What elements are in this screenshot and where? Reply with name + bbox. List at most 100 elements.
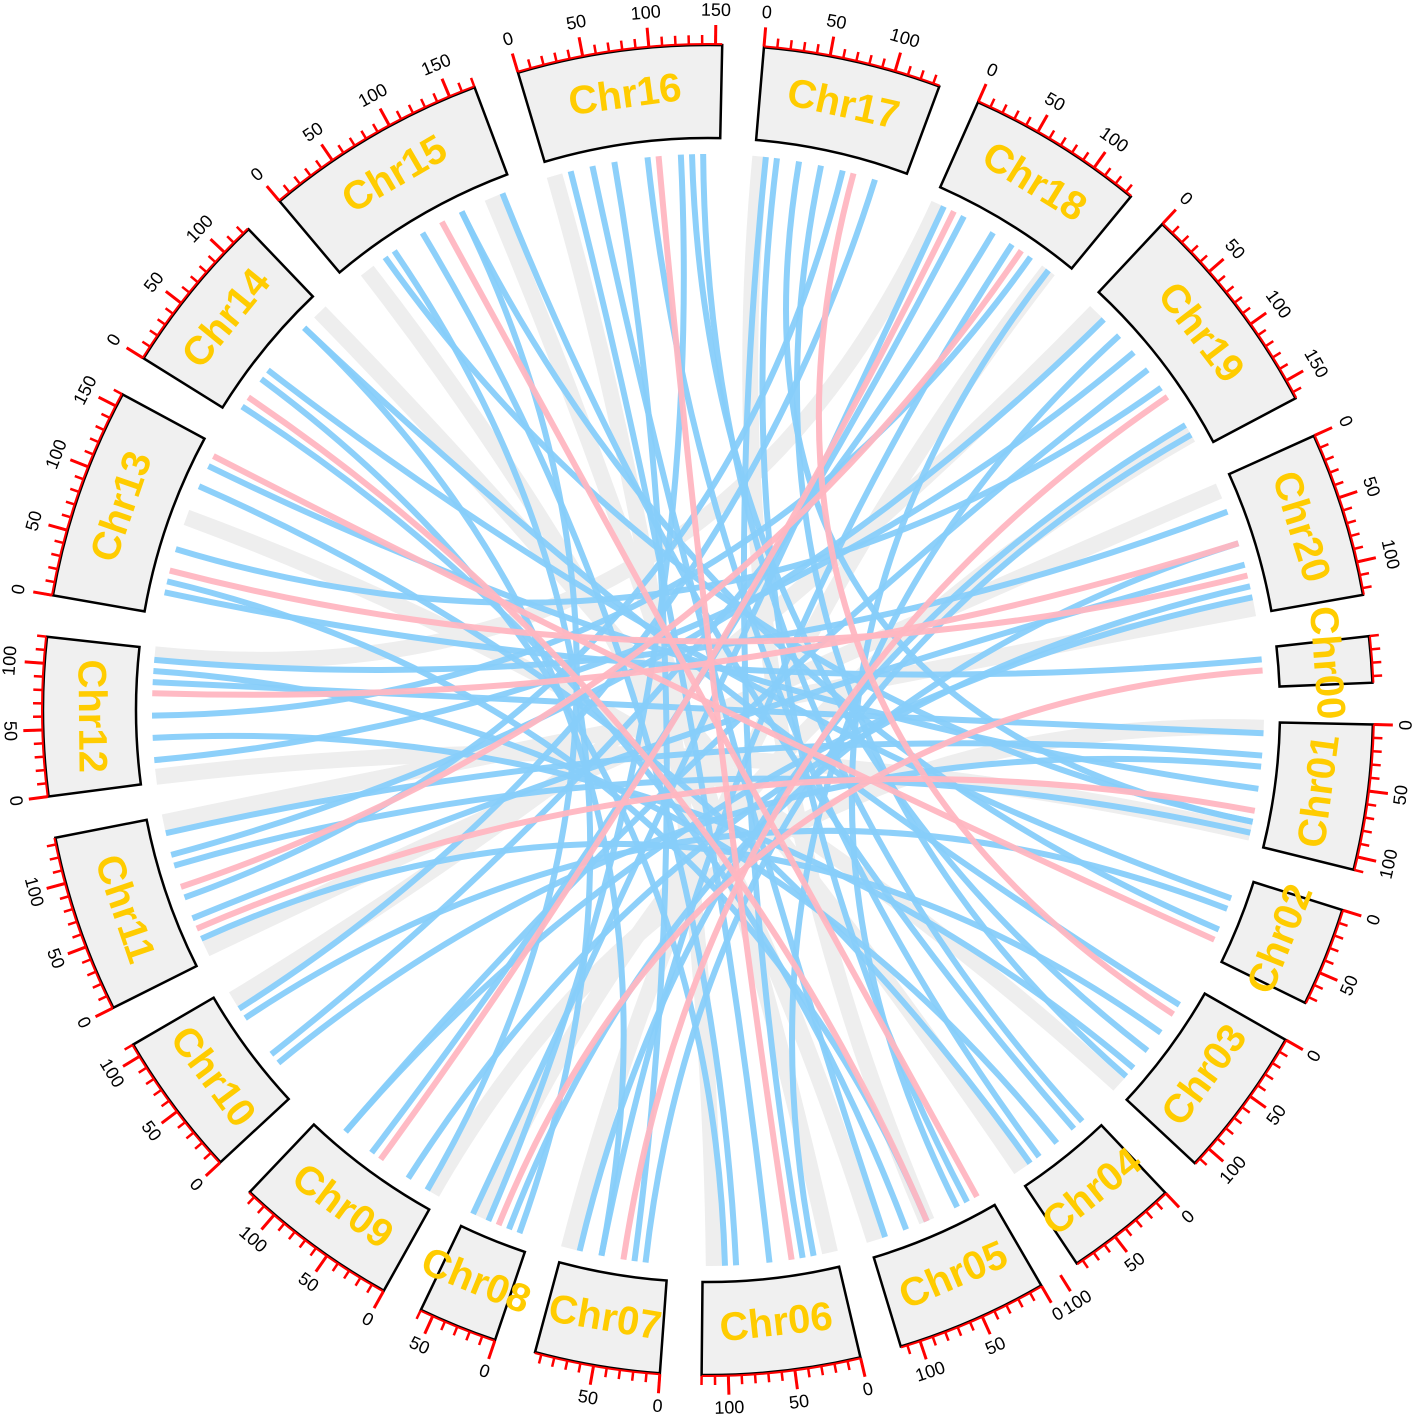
tick-label: 50 <box>1221 235 1249 263</box>
major-tick <box>320 143 334 161</box>
tick-label: 100 <box>21 875 48 909</box>
major-tick <box>1368 789 1389 795</box>
tick-label: 50 <box>1262 1101 1290 1129</box>
minor-tick <box>1225 1127 1234 1136</box>
tick-label: 100 <box>1378 537 1404 571</box>
minor-tick <box>1264 1073 1274 1081</box>
minor-tick <box>65 500 75 506</box>
major-tick <box>1342 908 1362 918</box>
major-tick <box>69 458 89 469</box>
minor-tick <box>51 552 61 558</box>
chromosome-box <box>872 1203 1043 1349</box>
minor-tick <box>1017 1298 1024 1308</box>
minor-tick <box>86 970 97 977</box>
minor-tick <box>1271 1062 1281 1070</box>
minor-tick <box>1081 1259 1089 1269</box>
minor-tick <box>1135 1219 1143 1228</box>
minor-tick <box>149 329 159 337</box>
major-tick <box>859 1357 867 1378</box>
minor-tick <box>1359 571 1370 577</box>
tick-label: 0 <box>359 1308 377 1330</box>
minor-tick <box>789 40 793 50</box>
minor-tick <box>1350 532 1360 538</box>
scale-arc <box>1194 1039 1288 1165</box>
major-tick <box>980 1316 992 1335</box>
minor-tick <box>1124 1227 1133 1237</box>
minor-tick <box>1225 285 1235 293</box>
minor-tick <box>141 340 151 348</box>
chromosome-label: Chr00 <box>1301 605 1353 721</box>
major-tick <box>762 27 768 47</box>
major-tick <box>828 36 836 56</box>
tick-label: 50 <box>43 945 69 971</box>
minor-tick <box>1234 295 1243 304</box>
tick-label: 100 <box>714 1397 745 1416</box>
major-tick <box>1036 114 1049 133</box>
major-tick <box>645 27 651 47</box>
tick-label: 50 <box>0 721 21 742</box>
minor-tick <box>282 184 291 193</box>
link <box>688 154 1150 1053</box>
minor-tick <box>566 49 571 59</box>
minor-tick <box>277 1222 286 1232</box>
minor-tick <box>1199 254 1208 263</box>
minor-tick <box>145 1078 155 1086</box>
minor-tick <box>63 907 73 914</box>
major-tick <box>260 1214 276 1231</box>
link <box>153 508 1229 673</box>
minor-tick <box>235 225 244 235</box>
minor-tick <box>820 1366 825 1376</box>
link <box>567 170 773 1263</box>
minor-tick <box>1365 816 1375 821</box>
minor-tick <box>420 98 427 108</box>
tick-label: 50 <box>564 11 587 34</box>
minor-tick <box>309 1247 317 1257</box>
major-tick <box>423 1315 434 1335</box>
major-tick <box>23 728 43 733</box>
tick-label: 100 <box>41 437 71 472</box>
scale-arc <box>977 100 1133 197</box>
minor-tick <box>564 1360 569 1371</box>
minor-tick <box>630 1371 635 1381</box>
minor-tick <box>337 144 345 154</box>
minor-tick <box>35 647 45 652</box>
minor-tick <box>34 755 44 759</box>
minor-tick <box>1354 868 1364 874</box>
link <box>197 483 1033 1165</box>
minor-tick <box>48 565 58 571</box>
chromosome-box <box>51 392 207 613</box>
minor-tick <box>1372 749 1382 754</box>
minor-tick <box>45 579 55 584</box>
major-tick <box>588 1365 595 1386</box>
scale-arc <box>50 393 123 596</box>
minor-tick <box>67 920 77 926</box>
tick-label: 0 <box>1335 413 1357 430</box>
minor-tick <box>293 175 301 185</box>
link <box>598 242 1015 1257</box>
major-tick <box>97 395 117 408</box>
major-tick <box>793 1370 799 1390</box>
tick-label: 0 <box>1303 1047 1325 1066</box>
tick-label: 0 <box>186 1174 207 1195</box>
minor-tick <box>1324 455 1335 462</box>
major-tick <box>726 1375 731 1395</box>
minor-tick <box>1242 306 1251 315</box>
minor-tick <box>164 307 174 315</box>
major-tick <box>1093 151 1107 169</box>
minor-tick <box>1371 763 1381 767</box>
scale-arc <box>141 227 249 359</box>
minor-tick <box>806 1368 811 1378</box>
tick-label: 100 <box>888 24 922 52</box>
link <box>378 210 957 1162</box>
minor-tick <box>1114 175 1123 185</box>
link <box>391 249 594 1235</box>
chromosome-box <box>1124 991 1288 1165</box>
minor-tick <box>366 1284 373 1294</box>
tick-label: 0 <box>477 1360 493 1382</box>
scale-arc <box>278 85 475 202</box>
minor-tick <box>842 48 847 59</box>
link <box>259 376 728 1266</box>
minor-tick <box>246 1196 255 1205</box>
minor-tick <box>1362 585 1372 590</box>
minor-tick <box>776 38 780 48</box>
